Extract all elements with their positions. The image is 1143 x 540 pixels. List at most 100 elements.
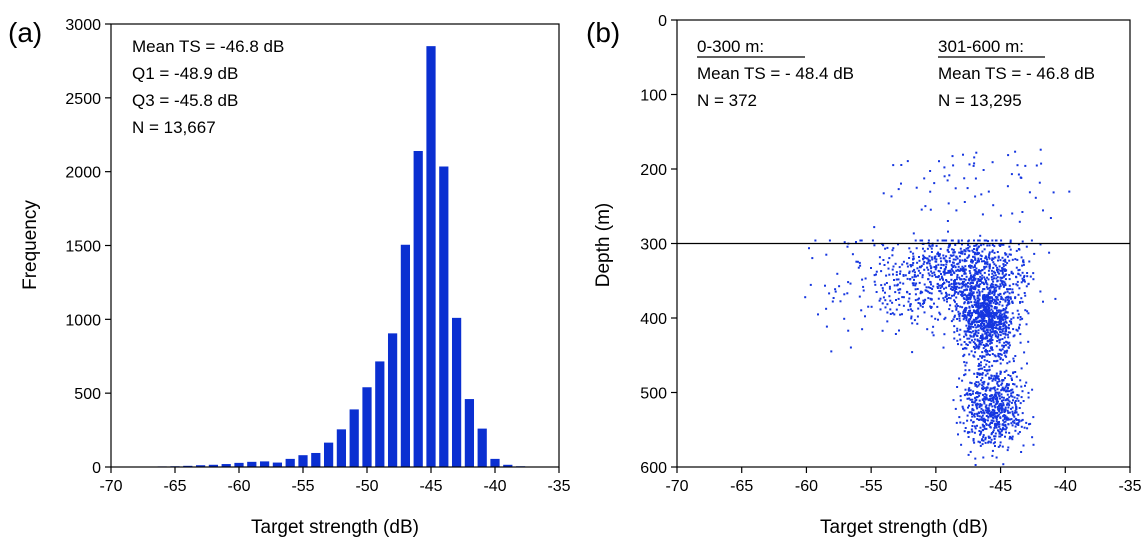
scatter-point xyxy=(989,290,992,293)
scatter-point xyxy=(1015,283,1018,286)
scatter-point xyxy=(891,301,894,304)
scatter-point xyxy=(1020,419,1023,422)
scatter-point xyxy=(982,281,985,284)
scatter-point xyxy=(906,262,909,265)
scatter-point xyxy=(884,247,887,250)
scatter-point xyxy=(1009,331,1012,334)
scatter-point xyxy=(995,402,998,405)
scatter-point xyxy=(994,445,996,447)
scatter-point xyxy=(988,273,990,276)
scatter-point xyxy=(1006,262,1009,265)
scatter-point xyxy=(963,280,966,283)
scatter-point xyxy=(987,441,990,444)
scatter-point xyxy=(843,241,846,244)
scatter-point xyxy=(971,261,974,264)
scatter-point xyxy=(999,362,1002,365)
scatter-point xyxy=(978,239,981,242)
scatter-point xyxy=(1014,258,1017,261)
scatter-point xyxy=(1004,264,1007,267)
scatter-point xyxy=(969,272,972,275)
scatter-point xyxy=(989,289,992,292)
scatter-point xyxy=(990,323,993,326)
scatter-point xyxy=(965,334,968,337)
scatter-point xyxy=(980,193,983,196)
scatter-point xyxy=(1002,399,1005,402)
scatter-point xyxy=(1007,300,1010,303)
scatter-point xyxy=(891,312,894,315)
scatter-point xyxy=(945,291,947,294)
scatter-point xyxy=(992,274,995,277)
scatter-point xyxy=(1007,324,1010,327)
scatter-point xyxy=(999,371,1002,374)
scatter-point xyxy=(983,307,986,310)
scatter-point xyxy=(938,290,941,293)
scatter-points xyxy=(804,148,1071,466)
scatter-point xyxy=(971,413,973,415)
scatter-point xyxy=(1020,281,1023,284)
scatter-point xyxy=(1002,259,1005,262)
scatter-point xyxy=(953,314,956,317)
scatter-point xyxy=(997,268,1000,271)
scatter-point xyxy=(963,409,966,412)
scatter-point xyxy=(992,399,995,402)
scatter-point xyxy=(847,281,850,284)
scatter-point xyxy=(986,337,989,340)
scatter-point xyxy=(1017,313,1020,316)
scatter-point xyxy=(995,418,998,421)
scatter-point xyxy=(964,268,967,271)
scatter-point xyxy=(984,350,987,353)
scatter-point xyxy=(895,271,898,274)
scatter-point xyxy=(1006,333,1009,336)
scatter-point xyxy=(974,324,977,326)
scatter-point xyxy=(965,259,968,262)
scatter-point xyxy=(964,285,967,288)
scatter-point xyxy=(995,416,998,419)
scatter-point xyxy=(978,284,980,287)
scatter-point xyxy=(966,344,969,346)
scatter-point xyxy=(970,382,973,385)
scatter-point xyxy=(963,316,966,319)
scatter-point xyxy=(957,343,959,346)
scatter-point xyxy=(1012,335,1015,338)
scatter-point xyxy=(1001,382,1004,385)
scatter-point xyxy=(973,244,976,247)
scatter-point xyxy=(1004,320,1007,323)
scatter-point xyxy=(994,256,997,259)
scatter-point xyxy=(979,404,982,407)
scatter-point xyxy=(999,402,1002,405)
scatter-point xyxy=(1009,248,1012,251)
y-tick-label-a: 500 xyxy=(74,386,101,403)
x-tick-label-b: -50 xyxy=(924,478,947,495)
scatter-point xyxy=(937,255,940,257)
histogram-bar xyxy=(221,464,231,467)
scatter-point xyxy=(991,314,994,317)
scatter-point xyxy=(1004,291,1007,294)
scatter-point xyxy=(988,376,991,379)
scatter-point xyxy=(1003,344,1005,347)
scatter-point xyxy=(879,297,882,300)
scatter-point xyxy=(834,288,837,291)
scatter-point xyxy=(986,258,988,261)
scatter-point xyxy=(957,313,960,316)
scatter-point xyxy=(923,177,926,180)
scatter-point xyxy=(994,286,997,289)
scatter-point xyxy=(1003,352,1006,354)
scatter-point xyxy=(1023,351,1026,354)
scatter-point xyxy=(960,278,963,281)
scatter-point xyxy=(994,435,997,438)
scatter-point xyxy=(953,286,956,289)
scatter-point xyxy=(919,304,922,307)
scatter-point xyxy=(992,377,995,380)
scatter-point xyxy=(967,244,970,246)
scatter-point xyxy=(990,377,993,380)
scatter-point xyxy=(1010,322,1013,325)
scatter-point xyxy=(981,312,984,314)
scatter-point xyxy=(1014,401,1016,404)
scatter-point xyxy=(950,282,953,285)
scatter-point xyxy=(995,412,998,414)
scatter-point xyxy=(1011,412,1014,415)
scatter-point xyxy=(982,344,985,346)
scatter-point xyxy=(961,314,964,317)
scatter-point xyxy=(1022,259,1025,262)
scatter-point xyxy=(1001,344,1004,347)
